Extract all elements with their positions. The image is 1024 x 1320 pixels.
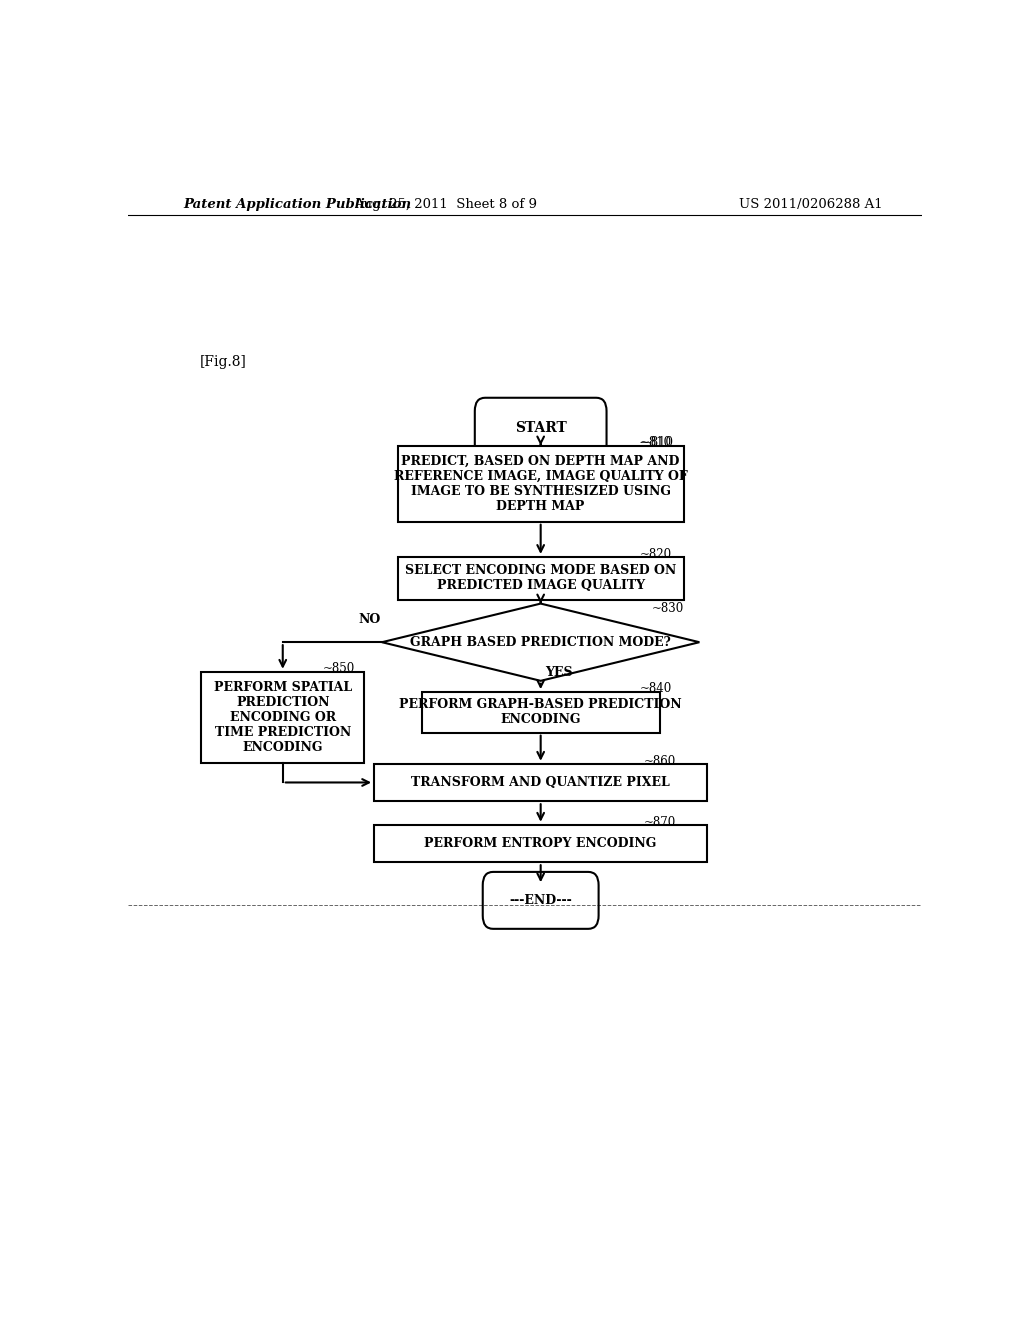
Polygon shape	[382, 603, 699, 681]
Text: ~870: ~870	[644, 816, 676, 829]
FancyBboxPatch shape	[475, 397, 606, 458]
FancyBboxPatch shape	[422, 692, 659, 733]
Text: ~840: ~840	[640, 682, 672, 696]
Text: PERFORM SPATIAL
PREDICTION
ENCODING OR
TIME PREDICTION
ENCODING: PERFORM SPATIAL PREDICTION ENCODING OR T…	[214, 681, 352, 754]
Text: ~830: ~830	[652, 602, 684, 615]
Text: TRANSFORM AND QUANTIZE PIXEL: TRANSFORM AND QUANTIZE PIXEL	[412, 776, 670, 789]
FancyBboxPatch shape	[202, 672, 365, 763]
FancyBboxPatch shape	[374, 764, 708, 801]
FancyBboxPatch shape	[482, 873, 599, 929]
FancyBboxPatch shape	[374, 825, 708, 862]
Text: ~810: ~810	[640, 437, 672, 450]
Text: [Fig.8]: [Fig.8]	[200, 355, 247, 368]
Text: —810: —810	[640, 437, 674, 450]
Text: PREDICT, BASED ON DEPTH MAP AND
REFERENCE IMAGE, IMAGE QUALITY OF
IMAGE TO BE SY: PREDICT, BASED ON DEPTH MAP AND REFERENC…	[394, 454, 687, 512]
Text: START: START	[515, 421, 566, 434]
Text: ~820: ~820	[640, 548, 672, 561]
Text: Aug. 25, 2011  Sheet 8 of 9: Aug. 25, 2011 Sheet 8 of 9	[354, 198, 537, 211]
Text: GRAPH BASED PREDICTION MODE?: GRAPH BASED PREDICTION MODE?	[411, 636, 671, 648]
Text: US 2011/0206288 A1: US 2011/0206288 A1	[738, 198, 883, 211]
Text: SELECT ENCODING MODE BASED ON
PREDICTED IMAGE QUALITY: SELECT ENCODING MODE BASED ON PREDICTED …	[406, 564, 676, 593]
Text: ~850: ~850	[323, 663, 354, 675]
Text: YES: YES	[545, 667, 572, 680]
Text: PERFORM GRAPH-BASED PREDICTION
ENCODING: PERFORM GRAPH-BASED PREDICTION ENCODING	[399, 698, 682, 726]
FancyBboxPatch shape	[397, 557, 684, 599]
Text: PERFORM ENTROPY ENCODING: PERFORM ENTROPY ENCODING	[425, 837, 656, 850]
Text: Patent Application Publication: Patent Application Publication	[183, 198, 412, 211]
Text: ---END---: ---END---	[509, 894, 572, 907]
Text: ~860: ~860	[644, 755, 676, 768]
FancyBboxPatch shape	[397, 446, 684, 521]
Text: NO: NO	[358, 612, 380, 626]
